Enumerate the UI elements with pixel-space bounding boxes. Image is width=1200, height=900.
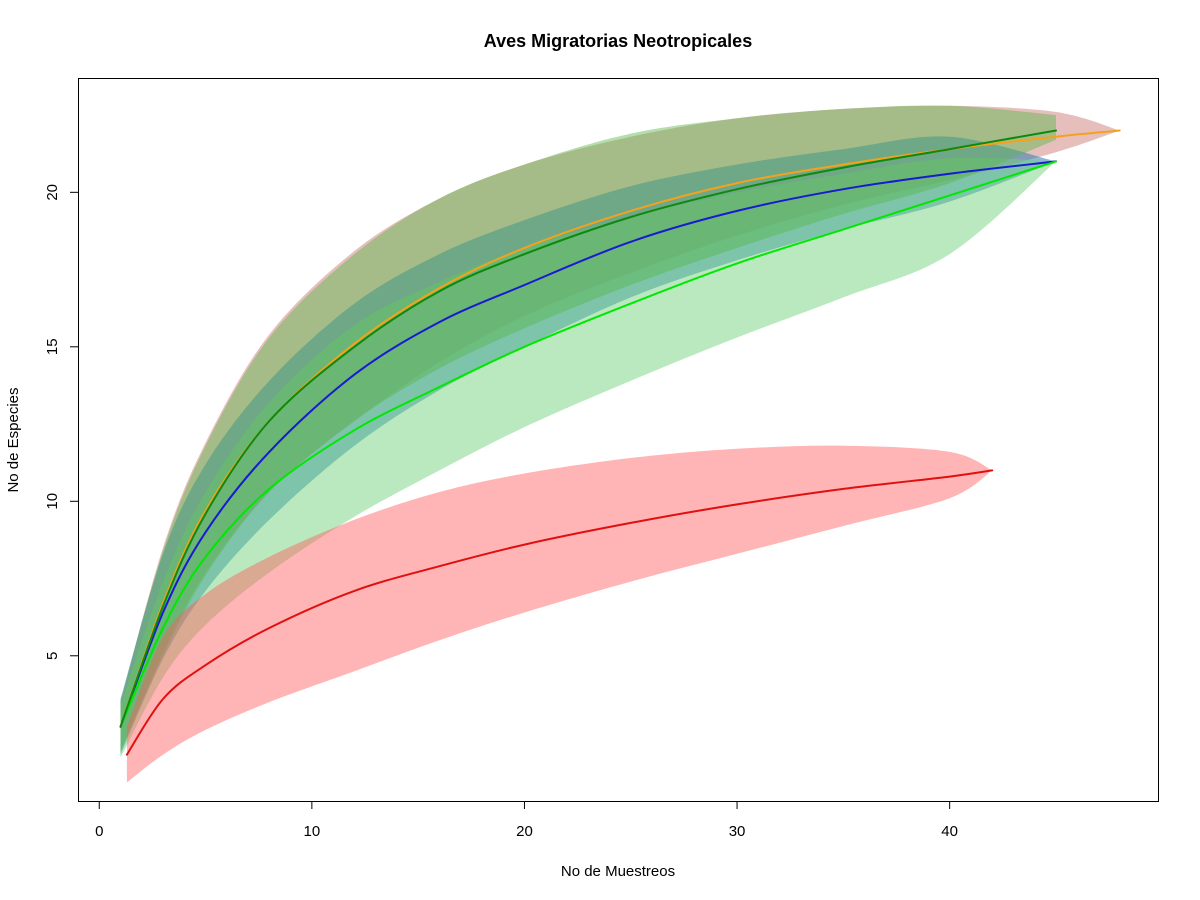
x-axis: 0 10 20 30 40: [95, 801, 958, 840]
x-tick-label: 0: [95, 823, 103, 840]
y-tick-label: 5: [44, 652, 61, 660]
series-2-confidence-band: [120, 136, 1056, 755]
series-1-confidence-band: [120, 105, 1120, 752]
x-tick-label: 40: [941, 823, 958, 840]
series-2-line: [119, 160, 1057, 728]
series-4-confidence-band: [120, 105, 1056, 752]
series-3-confidence-band: [120, 157, 1056, 758]
x-tick-label: 10: [304, 823, 321, 840]
y-tick-label: 20: [44, 184, 61, 201]
y-axis: 5 10 15 20: [44, 184, 79, 660]
confidence-bands: [120, 105, 1120, 783]
series-5-line: [125, 469, 994, 756]
series-lines: [119, 129, 1121, 756]
x-axis-label: No de Muestreos: [561, 863, 675, 880]
y-tick-label: 15: [44, 338, 61, 355]
series-4-line: [119, 129, 1057, 728]
y-tick-label: 10: [44, 493, 61, 510]
chart-title: Aves Migratorias Neotropicales: [484, 31, 752, 51]
x-tick-label: 20: [516, 823, 533, 840]
x-tick-label: 30: [729, 823, 746, 840]
y-axis-label: No de Especies: [5, 387, 22, 492]
series-3-line: [119, 160, 1057, 728]
series-5-confidence-band: [126, 445, 993, 783]
